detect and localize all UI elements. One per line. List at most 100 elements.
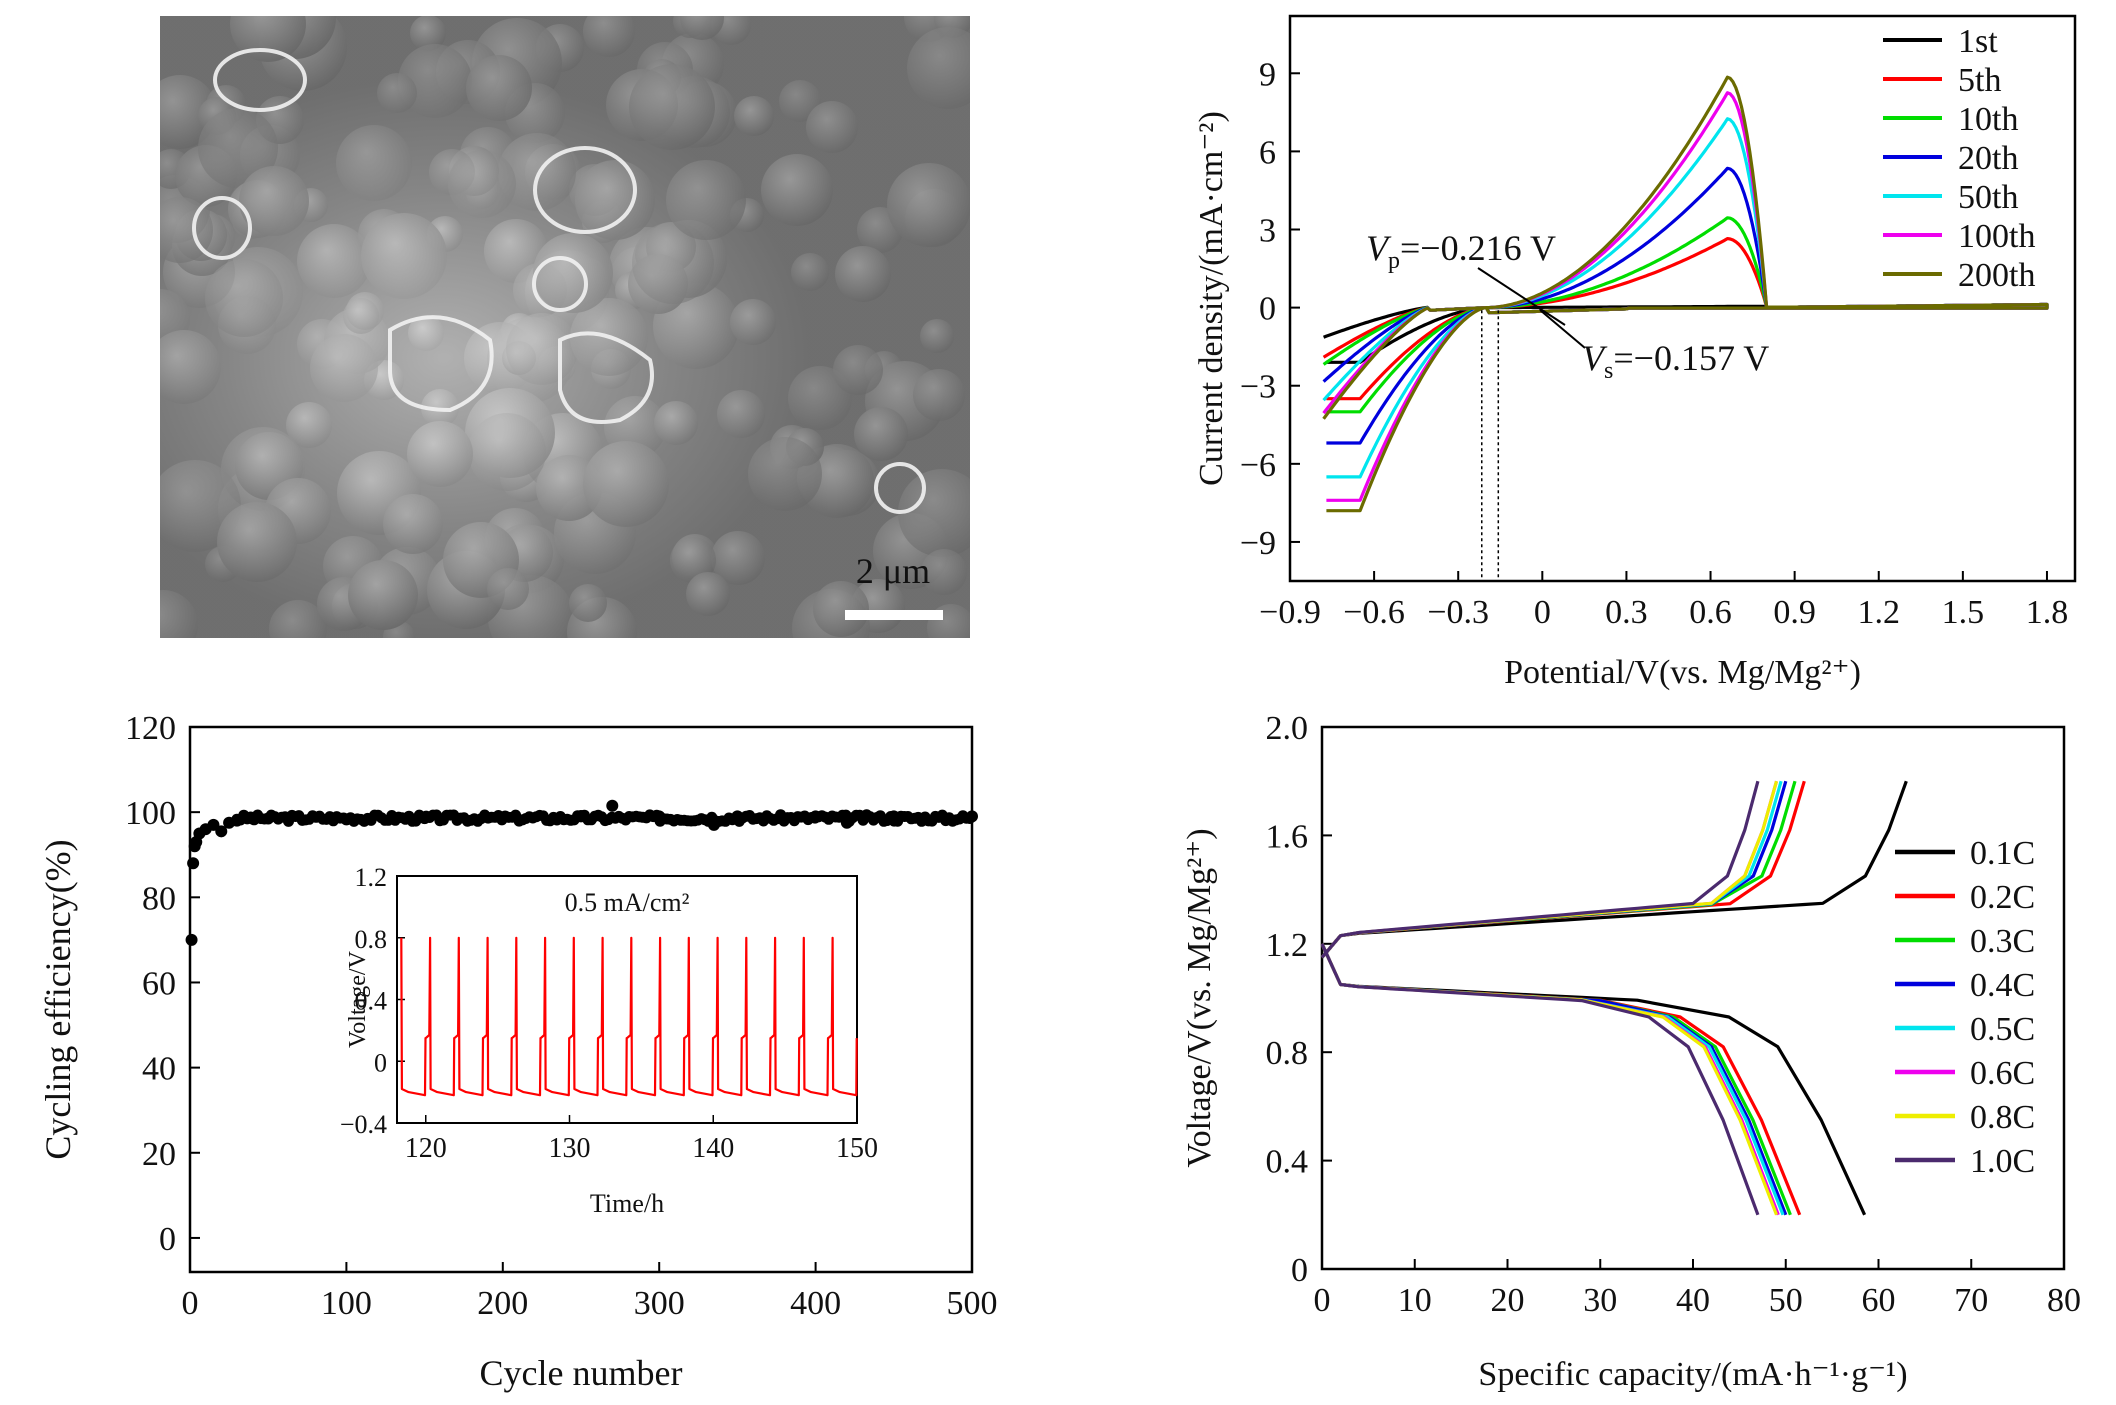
rate-legend-label: 0.8C bbox=[1970, 1099, 2035, 1136]
cv-xtick-label: −0.6 bbox=[1343, 594, 1405, 631]
cv-legend-label: 10th bbox=[1958, 101, 2018, 138]
inset-ytick-label: −0.4 bbox=[340, 1110, 387, 1139]
efficiency-chart: 0 100 200 300 400 500 0 20 40 60 80 100 120 Cycle num… bbox=[38, 710, 998, 1393]
rate-ytick-label: 1.6 bbox=[1266, 818, 1309, 855]
eff-xtick-label: 0 bbox=[182, 1285, 199, 1322]
rate-discharge-line bbox=[1320, 943, 1760, 1216]
rate-xtick-label: 10 bbox=[1398, 1282, 1432, 1319]
rate-discharge-line bbox=[1320, 943, 1788, 1216]
inset-ytick-label: 1.2 bbox=[355, 863, 388, 892]
rate-xtick-label: 60 bbox=[1862, 1282, 1896, 1319]
eff-ytick-label: 80 bbox=[142, 880, 176, 917]
eff-ytick-label: 100 bbox=[125, 795, 176, 832]
rate-chart: 0 10 20 30 40 50 60 70 80 0 0.4 0.8 1.2 1.6 2.0 Specifi… bbox=[1181, 710, 2081, 1393]
cv-legend-label: 1st bbox=[1958, 23, 1998, 60]
cv-annotations: Vp=−0.216 V Vs=−0.157 V bbox=[1366, 228, 1769, 581]
rate-ytick-label: 0.4 bbox=[1266, 1144, 1309, 1181]
inset-xtick-label: 130 bbox=[549, 1133, 591, 1164]
cv-legend-label: 20th bbox=[1958, 140, 2018, 177]
cv-xtick-label: −0.9 bbox=[1259, 594, 1321, 631]
rate-xtick-label: 30 bbox=[1583, 1282, 1617, 1319]
eff-ytick-label: 20 bbox=[142, 1136, 176, 1173]
cv-xtick-label: 0.6 bbox=[1689, 594, 1732, 631]
rate-legend-label: 0.1C bbox=[1970, 835, 2035, 872]
eff-points bbox=[185, 799, 978, 946]
eff-point bbox=[185, 933, 198, 946]
cv-annotation-vs: Vs=−0.157 V bbox=[1582, 338, 1769, 384]
rate-discharge-line bbox=[1320, 943, 1780, 1216]
cv-arrow-line bbox=[1477, 267, 1566, 326]
eff-xtick-label: 200 bbox=[477, 1285, 528, 1322]
rate-discharge-line bbox=[1320, 943, 1785, 1216]
rate-xtick-label: 0 bbox=[1314, 1282, 1331, 1319]
rate-discharge-line bbox=[1320, 943, 1778, 1216]
rate-ytick-label: 0 bbox=[1291, 1252, 1308, 1289]
rate-xtick-label: 50 bbox=[1769, 1282, 1803, 1319]
inset-ylabel: Voltage/V bbox=[345, 950, 371, 1048]
inset-title: 0.5 mA/cm² bbox=[565, 888, 690, 917]
cv-frame bbox=[1288, 14, 2077, 583]
cv-annotation-vp: Vp=−0.216 V bbox=[1366, 228, 1556, 274]
eff-ytick-label: 40 bbox=[142, 1051, 176, 1088]
cv-ytick-label: 0 bbox=[1259, 291, 1276, 328]
inset-voltage-line bbox=[400, 936, 858, 1097]
inset-ytick-label: 0 bbox=[374, 1048, 387, 1077]
cv-series-line bbox=[1322, 117, 2049, 479]
cv-legend-label: 200th bbox=[1958, 257, 2035, 294]
eff-frame bbox=[188, 725, 974, 1274]
rate-ytick-label: 1.2 bbox=[1266, 927, 1309, 964]
sem-image: 2 μm bbox=[160, 16, 970, 638]
inset-xtick-label: 150 bbox=[836, 1133, 878, 1164]
cv-legend-label: 5th bbox=[1958, 62, 2001, 99]
cv-xtick-label: 1.2 bbox=[1858, 594, 1901, 631]
eff-xlabel: Cycle number bbox=[480, 1353, 683, 1393]
cv-xtick-label: 1.8 bbox=[2026, 594, 2069, 631]
rate-ylabel: Voltage/V(vs. Mg/Mg²⁺) bbox=[1181, 828, 1218, 1167]
eff-xtick-label: 400 bbox=[790, 1285, 841, 1322]
rate-frame bbox=[1320, 725, 2066, 1271]
rate-xtick-label: 20 bbox=[1491, 1282, 1525, 1319]
rate-legend-label: 0.3C bbox=[1970, 923, 2035, 960]
rate-legend: 0.1C 0.2C 0.3C 0.4C 0.5C 0.6C 0.8C 1.0C bbox=[1895, 835, 2035, 1180]
eff-xtick-label: 100 bbox=[321, 1285, 372, 1322]
eff-point bbox=[606, 799, 619, 812]
rate-series bbox=[1320, 780, 1908, 1216]
cv-ytick-label: −3 bbox=[1240, 369, 1276, 406]
inset-xtick-label: 120 bbox=[405, 1133, 447, 1164]
cv-legend-label: 50th bbox=[1958, 179, 2018, 216]
cv-xtick-label: 0 bbox=[1534, 594, 1551, 631]
rate-legend-label: 0.4C bbox=[1970, 967, 2035, 1004]
eff-xtick-label: 500 bbox=[947, 1285, 998, 1322]
eff-ylabel: Cycling efficiency(%) bbox=[38, 839, 78, 1159]
eff-point bbox=[964, 813, 976, 824]
rate-legend-label: 1.0C bbox=[1970, 1143, 2035, 1180]
cv-ytick-label: −6 bbox=[1240, 447, 1276, 484]
eff-ytick-label: 60 bbox=[142, 965, 176, 1002]
cv-xtick-label: 0.3 bbox=[1605, 594, 1648, 631]
cv-xtick-label: −0.3 bbox=[1427, 594, 1489, 631]
cv-arrow-line bbox=[1539, 309, 1586, 349]
rate-charge-line bbox=[1320, 780, 1760, 959]
eff-xtick-label: 300 bbox=[634, 1285, 685, 1322]
cv-series bbox=[1322, 75, 2049, 513]
cv-ytick-label: 6 bbox=[1259, 134, 1276, 171]
rate-legend-label: 0.5C bbox=[1970, 1011, 2035, 1048]
rate-charge-line bbox=[1320, 780, 1908, 959]
eff-point bbox=[187, 857, 200, 870]
inset-ytick-label: 0.8 bbox=[355, 925, 388, 954]
cv-xtick-label: 1.5 bbox=[1942, 594, 1985, 631]
rate-xlabel: Specific capacity/(mA·h⁻¹·g⁻¹) bbox=[1478, 1356, 1907, 1393]
inset-ytick-label: 0.4 bbox=[355, 987, 388, 1016]
eff-ytick-label: 120 bbox=[125, 710, 176, 747]
rate-legend-label: 0.6C bbox=[1970, 1055, 2035, 1092]
cv-ytick-label: 3 bbox=[1259, 213, 1276, 250]
rate-xtick-label: 80 bbox=[2047, 1282, 2081, 1319]
cv-ytick-label: −9 bbox=[1240, 525, 1276, 562]
rate-legend-label: 0.2C bbox=[1970, 879, 2035, 916]
inset-chart: 120 130 140 150 −0.4 0 0.4 0.8 1.2 0.5 mA/cm² Time… bbox=[340, 863, 878, 1218]
cv-series-line bbox=[1322, 91, 2049, 502]
inset-xtick-label: 140 bbox=[692, 1133, 734, 1164]
rate-ytick-label: 2.0 bbox=[1266, 710, 1309, 747]
